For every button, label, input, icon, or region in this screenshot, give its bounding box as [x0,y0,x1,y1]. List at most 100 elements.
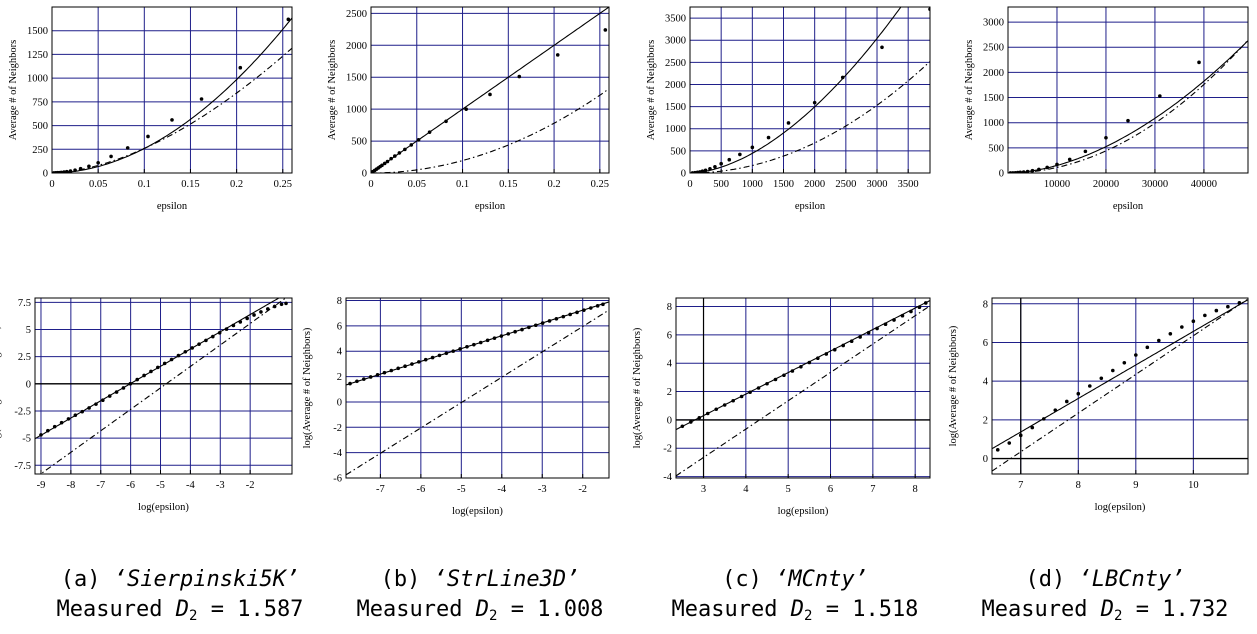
x-tick-label: 0.05 [89,179,107,190]
chart-b-top: 0 0.05 0.1 0.15 0.2 0.25 0 500 1000 1500 2000 2500 e… [327,6,610,212]
x-axis-label: epsilon [1113,201,1144,212]
y-tick-label: 5 [26,325,31,336]
plot-frame [345,297,610,479]
caption-letter: (a) [60,567,101,592]
d-symbol: D [790,597,805,622]
x-tick-label: 3000 [867,179,888,190]
y-tick-label: 6 [667,330,672,341]
plot-area [371,7,609,173]
x-tick-label: 30000 [1142,179,1168,190]
y-tick-label: 0 [337,397,342,408]
x-tick-label: 10 [1188,480,1199,491]
y-tick-label: 250 [32,145,48,156]
fit-line [35,298,280,440]
data-point [1104,135,1108,140]
y-axis-label: log(Average # of Neighbors) [948,325,959,446]
data-point [87,164,91,169]
data-point [766,135,771,140]
x-tick-label: -7 [376,484,385,495]
d-subscript: 2 [189,608,198,624]
y-tick-label: 7.5 [18,298,31,309]
data-point [738,152,742,157]
d-subscript: 2 [489,608,498,624]
data-point [199,97,204,101]
fit-line [371,7,609,173]
x-axis-label: log(epsilon) [1095,502,1146,513]
caption-a: (a) ‘Sierpinski5K’ Measured D2 = 1.587 [56,567,304,624]
y-tick-label: 4 [337,347,343,358]
x-axis-label: epsilon [475,201,506,212]
y-tick-label: 2 [983,415,988,426]
reference-line [1008,39,1248,173]
plot-frame [1007,6,1249,174]
data-point [109,154,113,159]
x-axis-label: log(epsilon) [778,506,829,517]
x-tick-label: -3 [538,484,547,495]
data-point [1226,304,1230,309]
plot-area [992,298,1248,472]
y-tick-label: 2500 [665,58,686,69]
x-tick-label: 10000 [1044,179,1070,190]
plot-frame [991,297,1249,475]
data-point [719,161,723,166]
caption-title: ‘Sierpinski5K’ [113,567,300,592]
x-tick-label: 7 [870,484,875,495]
y-tick-label: 1000 [27,74,48,85]
measured-label: Measured [671,597,778,622]
y-tick-label: 8 [983,299,988,310]
x-tick-label: 0.1 [138,179,151,190]
x-tick-label: 8 [1076,480,1081,491]
reference-line [346,309,609,476]
plot-area [35,298,288,474]
y-tick-label: 2 [337,372,342,383]
x-tick-label: -7 [96,480,105,491]
data-point [928,7,930,12]
data-point [555,53,560,57]
data-point [1064,399,1069,404]
reference-line [52,47,292,173]
y-tick-label: 2500 [346,9,367,20]
y-tick-label: 500 [351,137,367,148]
y-tick-label: -2.5 [14,406,31,417]
data-point [750,145,755,150]
x-tick-label: 0.15 [181,179,199,190]
y-tick-label: 0 [43,169,48,180]
x-tick-label: 3 [701,484,706,495]
y-tick-label: 750 [32,97,48,108]
measured-value: 1.732 [1162,597,1229,622]
plot-frame [675,297,931,479]
data-point [259,310,263,314]
chart-b-bottom: -7 -6 -5 -4 -3 -2 -6 -4 -2 0 2 4 6 8 log(epsilon) log(A… [302,296,610,517]
x-tick-label: 5 [786,484,791,495]
measured-value: 1.008 [537,597,604,622]
x-tick-label: -8 [66,480,75,491]
x-tick-label: 4 [743,484,749,495]
x-tick-label: -2 [578,484,587,495]
data-point [170,118,174,122]
x-tick-label: -4 [186,480,195,491]
x-tick-label: 2000 [804,179,825,190]
fit-line [690,7,902,173]
data-point [880,45,884,50]
data-point [488,92,492,97]
measured-value: 1.587 [237,597,304,622]
x-tick-label: 0.1 [456,179,469,190]
y-axis-label: Average # of Neighbors [8,40,19,140]
x-tick-label: -6 [416,484,425,495]
x-tick-label: -5 [156,480,165,491]
y-tick-label: 1500 [27,26,48,37]
y-tick-label: 0 [362,169,367,180]
x-tick-label: 1000 [742,179,763,190]
y-tick-label: 3000 [665,36,686,47]
caption-letter: (b) [380,567,421,592]
y-tick-label: 2000 [346,41,367,52]
plot-frame [51,6,293,174]
y-tick-label: 1000 [983,118,1004,129]
data-point [1145,345,1150,350]
x-axis-label: epsilon [157,201,188,212]
measured-value: 1.518 [852,597,919,622]
fit-line [1008,40,1248,173]
x-tick-label: 0.15 [499,179,517,190]
x-tick-label: -6 [126,480,135,491]
